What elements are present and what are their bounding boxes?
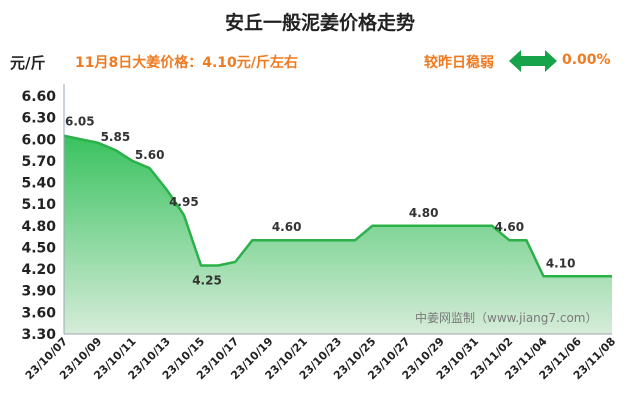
y-tick-label: 3.30 (21, 327, 56, 343)
data-label: 5.60 (135, 148, 165, 162)
data-label: 4.60 (272, 220, 302, 234)
chart-title: 安丘一般泥姜价格走势 (224, 12, 415, 34)
data-label: 4.10 (546, 256, 576, 270)
y-tick-labels: 3.30 3.60 3.90 4.20 4.50 4.80 5.10 5.40 5.70 6.00… (21, 89, 56, 343)
data-label: 6.05 (65, 115, 95, 129)
watermark: 中姜网监制（www.jiang7.com） (415, 310, 597, 325)
y-tick-label: 4.80 (21, 219, 56, 235)
y-tick-label: 5.70 (21, 154, 56, 170)
y-tick-label: 6.60 (21, 89, 56, 105)
y-tick-label: 6.00 (21, 132, 56, 148)
data-label: 4.25 (192, 273, 222, 287)
price-line (63, 134, 612, 278)
data-labels: 6.05 5.85 5.60 4.95 4.25 4.60 4.80 4.60 4.10 (65, 115, 575, 288)
y-tick-label: 5.10 (21, 197, 56, 213)
price-note: 11月8日大姜价格：4.10元/斤左右 (75, 55, 298, 71)
data-label: 4.95 (169, 195, 199, 209)
price-area (64, 135, 612, 334)
data-label: 5.85 (101, 130, 131, 144)
data-label: 4.60 (494, 220, 524, 234)
data-label: 4.80 (409, 206, 439, 220)
y-tick-label: 4.50 (21, 240, 56, 256)
y-tick-label: 6.30 (21, 111, 56, 127)
y-tick-label: 4.20 (21, 262, 56, 278)
y-tick-label: 5.40 (21, 176, 56, 192)
unit-label: 元/斤 (10, 54, 46, 72)
y-tick-label: 3.90 (21, 284, 56, 300)
left-right-arrow-icon (509, 50, 557, 72)
change-percent: 0.00% (562, 52, 611, 68)
compare-label: 较昨日稳弱 (424, 55, 494, 71)
x-tick-labels: 23/10/0723/10/0923/10/1123/10/1323/10/15… (23, 335, 618, 383)
y-tick-label: 3.60 (21, 305, 56, 321)
